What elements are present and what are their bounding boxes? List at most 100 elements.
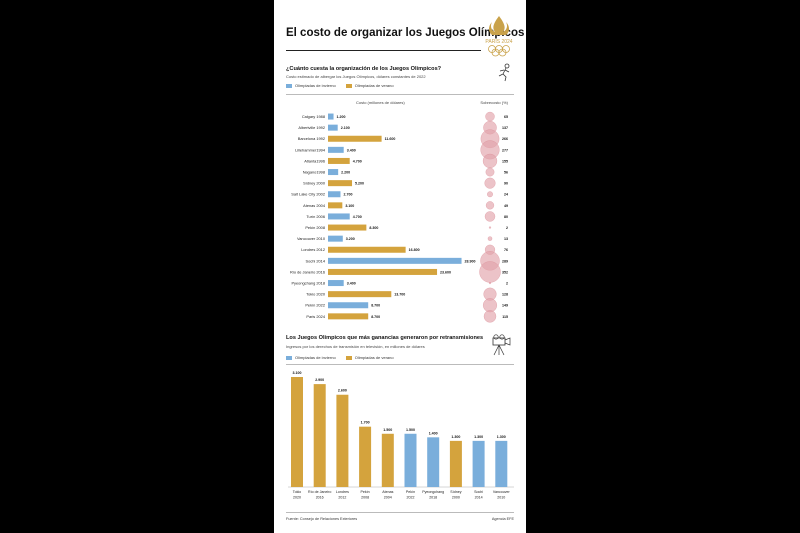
- cost-category-label: Barcelona 1992: [298, 136, 325, 141]
- overrun-value-label: 56: [504, 170, 508, 174]
- overrun-bubble: [487, 191, 493, 198]
- cost-value-label: 5.200: [355, 182, 364, 186]
- revenue-value-label: 1.500: [383, 428, 392, 432]
- overrun-bubble: [484, 211, 496, 222]
- source-note: Fuente: Consejo de Relaciones Exteriores: [286, 517, 358, 521]
- overrun-axis-header: Sobrecosto (%): [480, 100, 508, 105]
- cost-bar: [328, 113, 334, 120]
- overrun-value-label: 289: [502, 259, 508, 263]
- cost-value-label: 3.400: [347, 148, 356, 152]
- revenue-category-label: Sídney 2000: [450, 490, 461, 500]
- revenue-bar: [472, 440, 485, 487]
- cost-axis-header: Costo (millones de dólares): [356, 100, 405, 105]
- legend-summer-label: Olimpiadas de verano: [354, 83, 394, 88]
- cost-value-label: 2.200: [341, 170, 350, 174]
- overrun-value-label: 90: [504, 182, 508, 186]
- revenue-category-label: Tokio 2020: [293, 490, 301, 500]
- cost-category-label: Pekín 2022: [305, 303, 325, 308]
- revenue-bar: [336, 394, 349, 487]
- cost-value-label: 8.700: [371, 304, 380, 308]
- cost-bar: [328, 224, 367, 231]
- cost-category-label: Salt Lake City 2002: [291, 192, 325, 197]
- tv-camera-icon: [492, 334, 511, 356]
- revenue-value-label: 2.900: [315, 378, 324, 382]
- cost-category-label: Pyeongchang 2018: [291, 280, 325, 285]
- cost-value-label: 23.600: [440, 270, 451, 274]
- cost-bar: [328, 213, 350, 220]
- cost-value-label: 1.200: [337, 115, 346, 119]
- cost-category-label: Londres 2012: [301, 247, 325, 252]
- cost-bar: [328, 202, 343, 209]
- cost-value-label: 8.700: [371, 315, 380, 319]
- revenue-bar: [381, 433, 394, 487]
- cost-value-label: 8.300: [369, 226, 378, 230]
- overrun-value-label: 155: [502, 159, 508, 163]
- cost-value-label: 11.600: [385, 137, 396, 141]
- revenue-value-label: 1.500: [406, 428, 415, 432]
- overrun-value-label: 128: [502, 293, 508, 297]
- overrun-value-label: 149: [502, 304, 508, 308]
- revenue-bar: [291, 377, 303, 487]
- overrun-value-label: 277: [502, 148, 508, 152]
- revenue-bar: [404, 433, 417, 487]
- legend-winter-label: Olimpiadas de invierno: [295, 83, 336, 88]
- overrun-value-label: 65: [504, 115, 508, 119]
- cost-category-label: Tokio 2020: [306, 292, 326, 297]
- infographic-card: El costo de organizar los Juegos Olímpic…: [274, 0, 526, 533]
- cost-bar: [328, 291, 392, 298]
- overrun-value-label: 137: [502, 126, 508, 130]
- revenue-category-label: Pekín 2022: [406, 490, 415, 500]
- revenue-bar: [495, 440, 508, 487]
- cost-value-label: 4.700: [353, 159, 362, 163]
- section2-legend: Olimpiadas de invierno Olimpiadas de ver…: [286, 355, 404, 360]
- section1-subtitle: Costo estimado de albergar los Juegos Ol…: [286, 74, 426, 79]
- overrun-bubble: [488, 281, 492, 285]
- cost-bar: [328, 146, 344, 153]
- cost-category-label: Río de Janeiro 2016: [290, 269, 325, 274]
- cost-bar: [328, 246, 406, 253]
- cost-category-label: Paris 2024: [306, 314, 325, 319]
- revenue-value-label: 1.400: [429, 431, 438, 435]
- cost-bar: [328, 235, 343, 242]
- logo-text: PARIS 2024: [485, 39, 512, 45]
- revenue-category-label: Pekín 2008: [360, 490, 369, 500]
- revenue-value-label: 1.300: [474, 435, 483, 439]
- cost-bar: [328, 302, 369, 309]
- overrun-value-label: 76: [504, 248, 508, 252]
- cost-category-label: Sídney 2000: [303, 181, 326, 186]
- revenue-value-label: 3.100: [293, 371, 302, 375]
- overrun-bubble: [485, 201, 495, 210]
- overrun-value-label: 24: [504, 193, 508, 197]
- revenue-category-label: Atenas 2004: [382, 490, 393, 500]
- section1-title: ¿Cuánto cuesta la organización de los Ju…: [286, 66, 442, 72]
- cost-category-label: Vancouver 2010: [297, 236, 326, 241]
- revenue-value-label: 1.300: [451, 435, 460, 439]
- revenue-category-label: Río de Janeiro 2016: [308, 490, 331, 500]
- title-divider: [286, 50, 481, 51]
- overrun-value-label: 352: [502, 270, 508, 274]
- legend-summer-swatch: [345, 83, 352, 88]
- cost-category-label: Albertville 1992: [298, 125, 325, 130]
- cost-bar: [328, 268, 438, 275]
- page-title: El costo de organizar los Juegos Olímpic…: [286, 27, 525, 39]
- broadcast-revenue-chart: 3.100 Tokio 2020 2.900 Río de Janeiro 2016 2.6…: [288, 371, 514, 500]
- revenue-category-label: Pyeongchang 2018: [422, 490, 444, 500]
- cost-value-label: 2.100: [341, 126, 350, 130]
- cost-category-label: Calgary 1988: [302, 114, 325, 119]
- cost-bar: [328, 313, 369, 320]
- overrun-value-label: 2: [506, 226, 508, 230]
- overrun-value-label: 115: [502, 315, 508, 319]
- cost-value-label: 4.700: [353, 215, 362, 219]
- cost-chart: Costo (millones de dólares) Sobrecosto (%…: [290, 100, 509, 323]
- revenue-bar: [359, 426, 372, 487]
- revenue-bar: [427, 437, 440, 487]
- legend2-winter-swatch: [286, 355, 292, 360]
- cost-category-label: Pekín 2008: [305, 225, 325, 230]
- cost-value-label: 28.900: [465, 259, 476, 263]
- overrun-bubble: [488, 226, 492, 229]
- cost-bar: [328, 180, 353, 187]
- cost-bar: [328, 280, 344, 287]
- cost-value-label: 3.400: [347, 281, 356, 285]
- overrun-bubble: [485, 167, 495, 177]
- revenue-category-label: Vancouver 2010: [493, 490, 511, 500]
